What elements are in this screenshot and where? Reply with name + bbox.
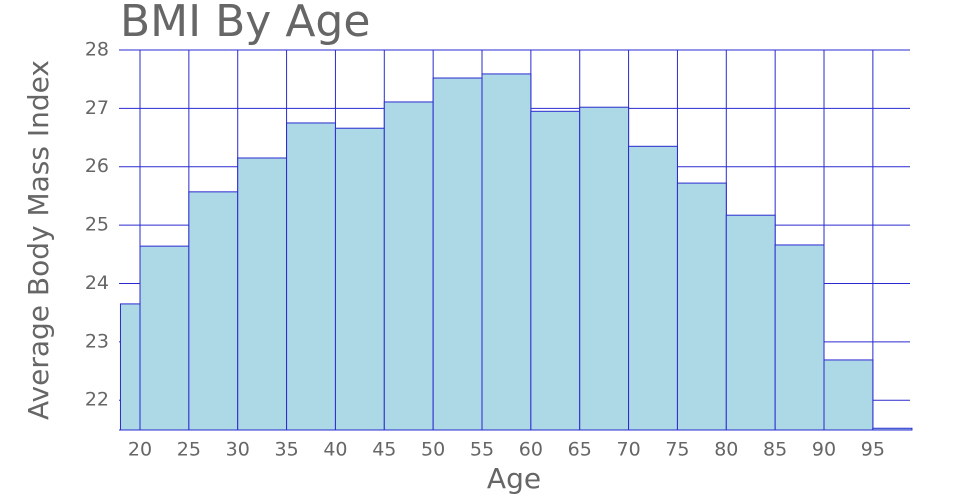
bar xyxy=(530,110,581,431)
bar xyxy=(334,127,385,431)
x-tick-label: 45 xyxy=(372,439,396,461)
y-tick-label: 25 xyxy=(85,214,109,236)
x-tick-label: 75 xyxy=(665,439,689,461)
bar xyxy=(119,303,141,431)
bar xyxy=(774,244,825,431)
bar xyxy=(628,145,678,431)
y-tick-label: 27 xyxy=(85,97,109,119)
bar xyxy=(139,245,190,431)
bar xyxy=(823,359,874,431)
x-tick-label: 50 xyxy=(421,439,445,461)
bar xyxy=(286,122,336,431)
chart-title: BMI By Age xyxy=(120,0,370,47)
x-tick-label: 55 xyxy=(470,439,494,461)
x-tick-label: 85 xyxy=(763,439,787,461)
x-tick-label: 20 xyxy=(128,439,152,461)
y-tick-label: 22 xyxy=(85,389,109,411)
x-tick-label: 90 xyxy=(812,439,836,461)
bar xyxy=(676,182,727,431)
x-tick-label: 35 xyxy=(274,439,298,461)
bar xyxy=(725,214,776,431)
x-tick-label: 40 xyxy=(323,439,347,461)
x-tick-label: 30 xyxy=(226,439,250,461)
x-tick-label: 65 xyxy=(568,439,592,461)
bar xyxy=(383,101,434,431)
y-tick-label: 24 xyxy=(85,272,109,294)
x-tick-label: 60 xyxy=(519,439,543,461)
x-tick-label: 95 xyxy=(861,439,885,461)
y-tick-label: 28 xyxy=(85,39,109,61)
x-axis-label: Age xyxy=(487,462,541,495)
x-tick-label: 80 xyxy=(714,439,738,461)
bar xyxy=(188,191,239,431)
x-tick-label: 70 xyxy=(616,439,640,461)
x-tick-label: 25 xyxy=(177,439,201,461)
bar xyxy=(579,106,630,431)
y-axis-label: Average Body Mass Index xyxy=(22,60,55,420)
bar xyxy=(237,157,288,431)
bar xyxy=(432,77,483,431)
bar xyxy=(481,73,532,431)
y-tick-label: 23 xyxy=(85,330,109,352)
y-tick-label: 26 xyxy=(85,155,109,177)
